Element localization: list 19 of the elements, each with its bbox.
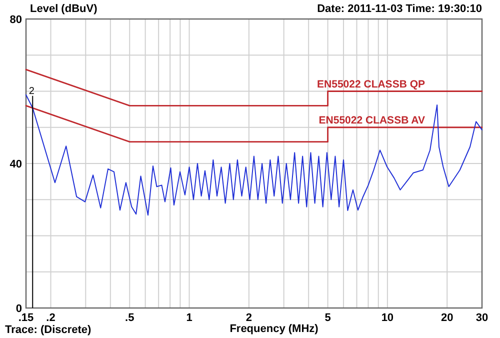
text: Trace: (Discrete)	[5, 324, 92, 336]
chart-title: Date: 2011-11-03 Time: 19:30:10	[317, 3, 482, 15]
x-tick-label: 10	[381, 312, 394, 324]
x-tick-label: 1	[186, 312, 192, 324]
annotation: 2	[28, 86, 35, 97]
x-axis-title: Frequency (MHz)	[230, 323, 319, 335]
x-tick-label: .2	[46, 312, 56, 324]
x-tick-label: 5	[324, 312, 331, 324]
y-axis-title: Level (dBuV)	[30, 3, 98, 15]
y-tick-label: 80	[10, 14, 22, 26]
y-tick-label: 40	[10, 158, 22, 170]
series-label: EN55022 CLASSB QP	[317, 78, 425, 90]
y-tick-label: 0	[16, 303, 22, 315]
x-tick-label: .5	[125, 312, 134, 324]
x-tick-label: 2	[246, 312, 252, 324]
series-label: EN55022 CLASSB AV	[318, 114, 425, 126]
x-tick-label: 30	[476, 312, 488, 324]
x-tick-label: .15	[18, 312, 34, 324]
x-tick-label: 20	[440, 312, 454, 324]
